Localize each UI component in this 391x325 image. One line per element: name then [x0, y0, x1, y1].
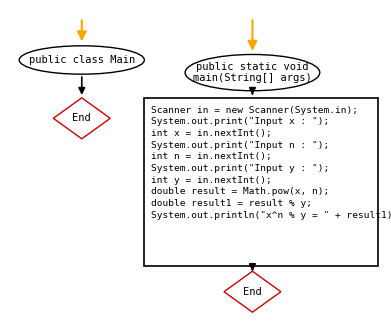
Text: Scanner in = new Scanner(System.in);
System.out.print("Input x : ");
int x = in.: Scanner in = new Scanner(System.in); Sys…	[151, 106, 391, 220]
Text: public class Main: public class Main	[29, 55, 135, 65]
Ellipse shape	[185, 55, 320, 91]
Text: End: End	[243, 287, 262, 297]
Polygon shape	[53, 98, 110, 139]
Polygon shape	[224, 271, 281, 312]
Text: public static void
main(String[] args): public static void main(String[] args)	[193, 62, 312, 84]
Bar	[144, 98, 378, 266]
Text: End: End	[72, 113, 91, 123]
Ellipse shape	[19, 46, 144, 74]
